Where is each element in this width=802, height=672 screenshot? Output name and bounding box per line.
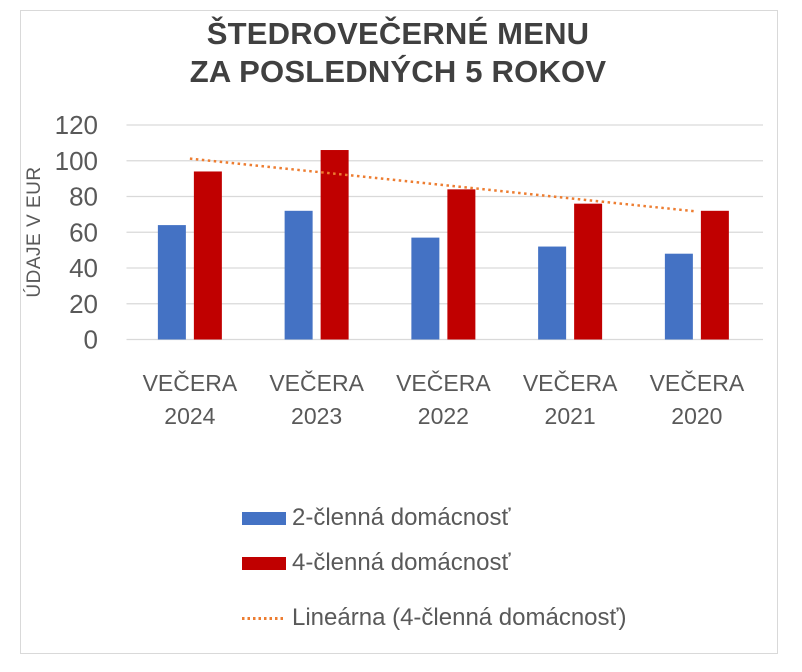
x-category-label-2-line1: VEČERA — [396, 369, 491, 396]
y-tick-label-80: 80 — [69, 182, 98, 212]
y-axis-title: ÚDAJE V EUR — [23, 166, 45, 297]
y-tick-label-40: 40 — [69, 253, 98, 283]
bar-series-0-cat-3[interactable] — [538, 246, 567, 340]
y-tick-label-120: 120 — [55, 110, 98, 140]
x-category-label-3-line1: VEČERA — [523, 369, 618, 396]
x-category-label-1-line1: VEČERA — [269, 369, 364, 396]
x-category-label-0-line1: VEČERA — [143, 369, 238, 396]
y-tick-label-20: 20 — [69, 289, 98, 319]
legend-item-trendline[interactable]: Lineárna (4-členná domácnosť) — [242, 604, 627, 632]
bar-series-1-cat-0[interactable] — [193, 171, 222, 340]
x-category-label-1-line2: 2023 — [291, 403, 342, 429]
bar-series-1-cat-3[interactable] — [574, 203, 603, 340]
legend-label-trendline: Lineárna (4-členná domácnosť) — [292, 604, 627, 631]
bar-series-0-cat-1[interactable] — [284, 210, 313, 340]
bar-series-0-cat-2[interactable] — [411, 237, 440, 340]
x-category-label-4-line1: VEČERA — [650, 369, 745, 396]
bar-series-1-cat-1[interactable] — [320, 150, 349, 340]
chart-title: ŠTEDROVEČERNÉ MENU ZA POSLEDNÝCH 5 ROKOV — [189, 16, 607, 89]
legend-dotted-line-icon — [242, 616, 286, 620]
bar-series-1-cat-2[interactable] — [447, 189, 476, 340]
y-tick-label-0: 0 — [84, 325, 98, 355]
legend-item-series-1[interactable]: 4-členná domácnosť — [242, 549, 510, 577]
x-category-label-3-line2: 2021 — [545, 403, 596, 429]
chart-frame — [20, 10, 778, 654]
legend-label-series-0: 2-členná domácnosť — [292, 504, 511, 531]
legend-label-series-1: 4-členná domácnosť — [292, 549, 511, 576]
trendline[interactable] — [189, 157, 698, 213]
y-tick-label-60: 60 — [69, 217, 98, 247]
bar-series-1-cat-4[interactable] — [700, 210, 729, 340]
legend-item-series-0[interactable]: 2-členná domácnosť — [242, 504, 510, 532]
legend-swatch-blue-icon — [242, 511, 286, 525]
x-category-label-0-line2: 2024 — [164, 403, 215, 429]
bar-series-0-cat-4[interactable] — [664, 253, 693, 340]
y-tick-label-100: 100 — [55, 146, 98, 176]
legend-swatch-red-icon — [242, 556, 286, 570]
x-category-label-4-line2: 2020 — [671, 403, 722, 429]
x-category-label-2-line2: 2022 — [418, 403, 469, 429]
bar-series-0-cat-0[interactable] — [157, 225, 186, 340]
